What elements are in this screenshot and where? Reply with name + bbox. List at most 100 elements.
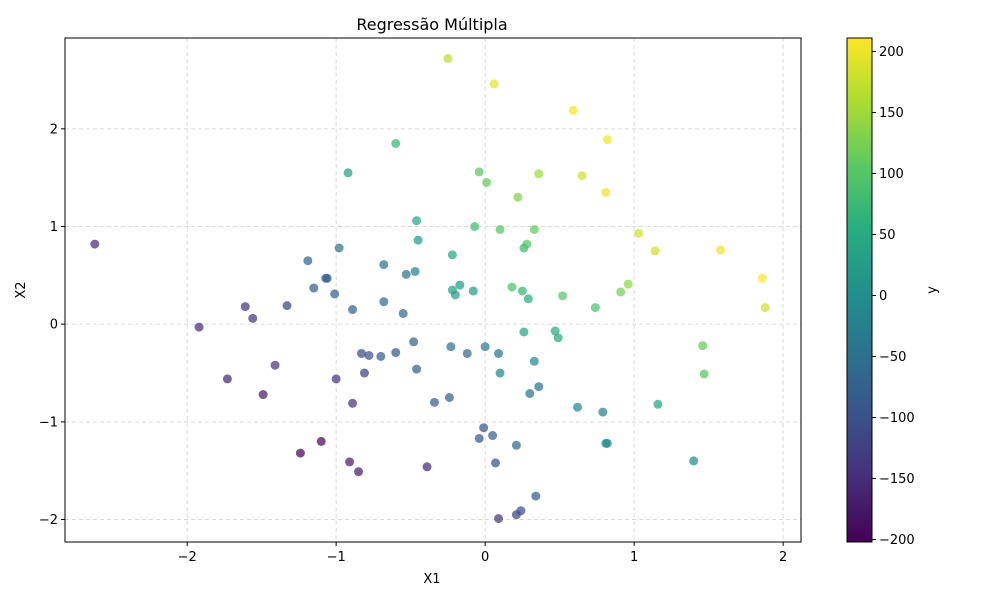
scatter-point — [413, 235, 423, 245]
scatter-point — [522, 239, 532, 249]
scatter-point — [330, 289, 340, 299]
scatter-point — [343, 168, 353, 178]
scatter-point — [398, 308, 408, 318]
scatter-point — [322, 273, 332, 283]
colorbar: −200 −150 −100 −50 0 50 100 150 200 y — [846, 37, 940, 548]
scatter-point — [409, 337, 419, 347]
x-tick-label: 1 — [630, 550, 638, 565]
scatter-point — [429, 397, 439, 407]
scatter-point — [364, 350, 374, 360]
x-tick-label: 2 — [779, 550, 787, 565]
scatter-point — [534, 169, 544, 179]
scatter-point — [222, 374, 232, 384]
scatter-point — [529, 224, 539, 234]
x-tick-label: −2 — [178, 550, 197, 565]
scatter-point — [716, 245, 726, 255]
scatter-point — [488, 431, 498, 441]
scatter-point — [482, 178, 492, 188]
y-tick-label: −2 — [39, 513, 58, 528]
scatter-point — [568, 105, 578, 115]
scatter-point — [348, 305, 358, 315]
x-tick-label: 0 — [481, 550, 489, 565]
scatter-point — [495, 224, 505, 234]
colorbar-label: y — [925, 286, 940, 294]
colorbar-tick-label: 0 — [879, 289, 887, 304]
scatter-point — [470, 222, 480, 232]
scatter-point — [316, 436, 326, 446]
scatter-point — [601, 187, 611, 197]
scatter-point — [760, 303, 770, 313]
y-tick-label: 0 — [50, 318, 58, 333]
scatter-point — [602, 135, 612, 145]
scatter-point — [412, 216, 422, 226]
y-tick-label: 1 — [50, 220, 58, 235]
scatter-point — [295, 448, 305, 458]
scatter-point — [303, 256, 313, 266]
colorbar-ticks: −200 −150 −100 −50 0 50 100 150 200 — [872, 45, 915, 548]
scatter-point — [479, 423, 489, 433]
scatter-point — [345, 457, 355, 467]
scatter-point — [590, 303, 600, 313]
scatter-point — [573, 402, 583, 412]
scatter-point — [309, 283, 319, 293]
scatter-point — [553, 333, 563, 343]
data-points — [90, 54, 770, 524]
scatter-point — [90, 239, 100, 249]
scatter-point — [248, 313, 258, 323]
scatter-point — [258, 390, 268, 400]
scatter-point — [558, 291, 568, 301]
scatter-point — [354, 467, 364, 477]
scatter-point — [689, 456, 699, 466]
colorbar-tick-label: 200 — [879, 45, 904, 60]
scatter-point — [519, 327, 529, 337]
scatter-point — [534, 382, 544, 392]
scatter-point — [446, 342, 456, 352]
scatter-point — [653, 399, 663, 409]
scatter-point — [334, 243, 344, 253]
scatter-point — [494, 514, 504, 524]
scatter-point — [495, 368, 505, 378]
scatter-point — [359, 368, 369, 378]
scatter-point — [455, 280, 465, 290]
x-axis-label: X1 — [423, 572, 440, 587]
scatter-point — [517, 286, 527, 296]
scatter-point — [491, 458, 501, 468]
colorbar-tick-label: 50 — [879, 228, 896, 243]
scatter-point — [634, 228, 644, 238]
scatter-point — [507, 282, 517, 292]
x-axis-ticks: −2 −1 0 1 2 — [178, 542, 787, 565]
scatter-point — [474, 433, 484, 443]
y-tick-label: 2 — [50, 122, 58, 137]
colorbar-tick-label: 100 — [879, 167, 904, 182]
scatter-point — [623, 279, 633, 289]
scatter-point — [240, 302, 250, 312]
scatter-point — [462, 348, 472, 358]
scatter-point — [529, 356, 539, 366]
scatter-point — [494, 348, 504, 358]
scatter-point — [391, 138, 401, 148]
y-tick-label: −1 — [39, 415, 58, 430]
scatter-point — [511, 440, 521, 450]
scatter-point — [450, 290, 460, 300]
scatter-point — [356, 348, 366, 358]
scatter-point — [699, 369, 709, 379]
scatter-point — [550, 326, 560, 336]
scatter-point — [516, 506, 526, 516]
scatter-point — [489, 79, 499, 89]
scatter-point — [480, 342, 490, 352]
scatter-point — [602, 438, 612, 448]
scatter-point — [598, 407, 608, 417]
scatter-point — [282, 301, 292, 311]
scatter-point — [531, 491, 541, 501]
scatter-point — [616, 287, 626, 297]
chart-title: Regressão Múltipla — [356, 15, 507, 34]
colorbar-tick-label: −150 — [879, 472, 915, 487]
scatter-point — [447, 250, 457, 260]
colorbar-tick-label: −200 — [879, 533, 915, 548]
scatter-point — [523, 294, 533, 304]
scatter-point — [379, 297, 389, 307]
plot-frame — [64, 37, 802, 543]
scatter-point — [474, 167, 484, 177]
scatter-point — [650, 246, 660, 256]
